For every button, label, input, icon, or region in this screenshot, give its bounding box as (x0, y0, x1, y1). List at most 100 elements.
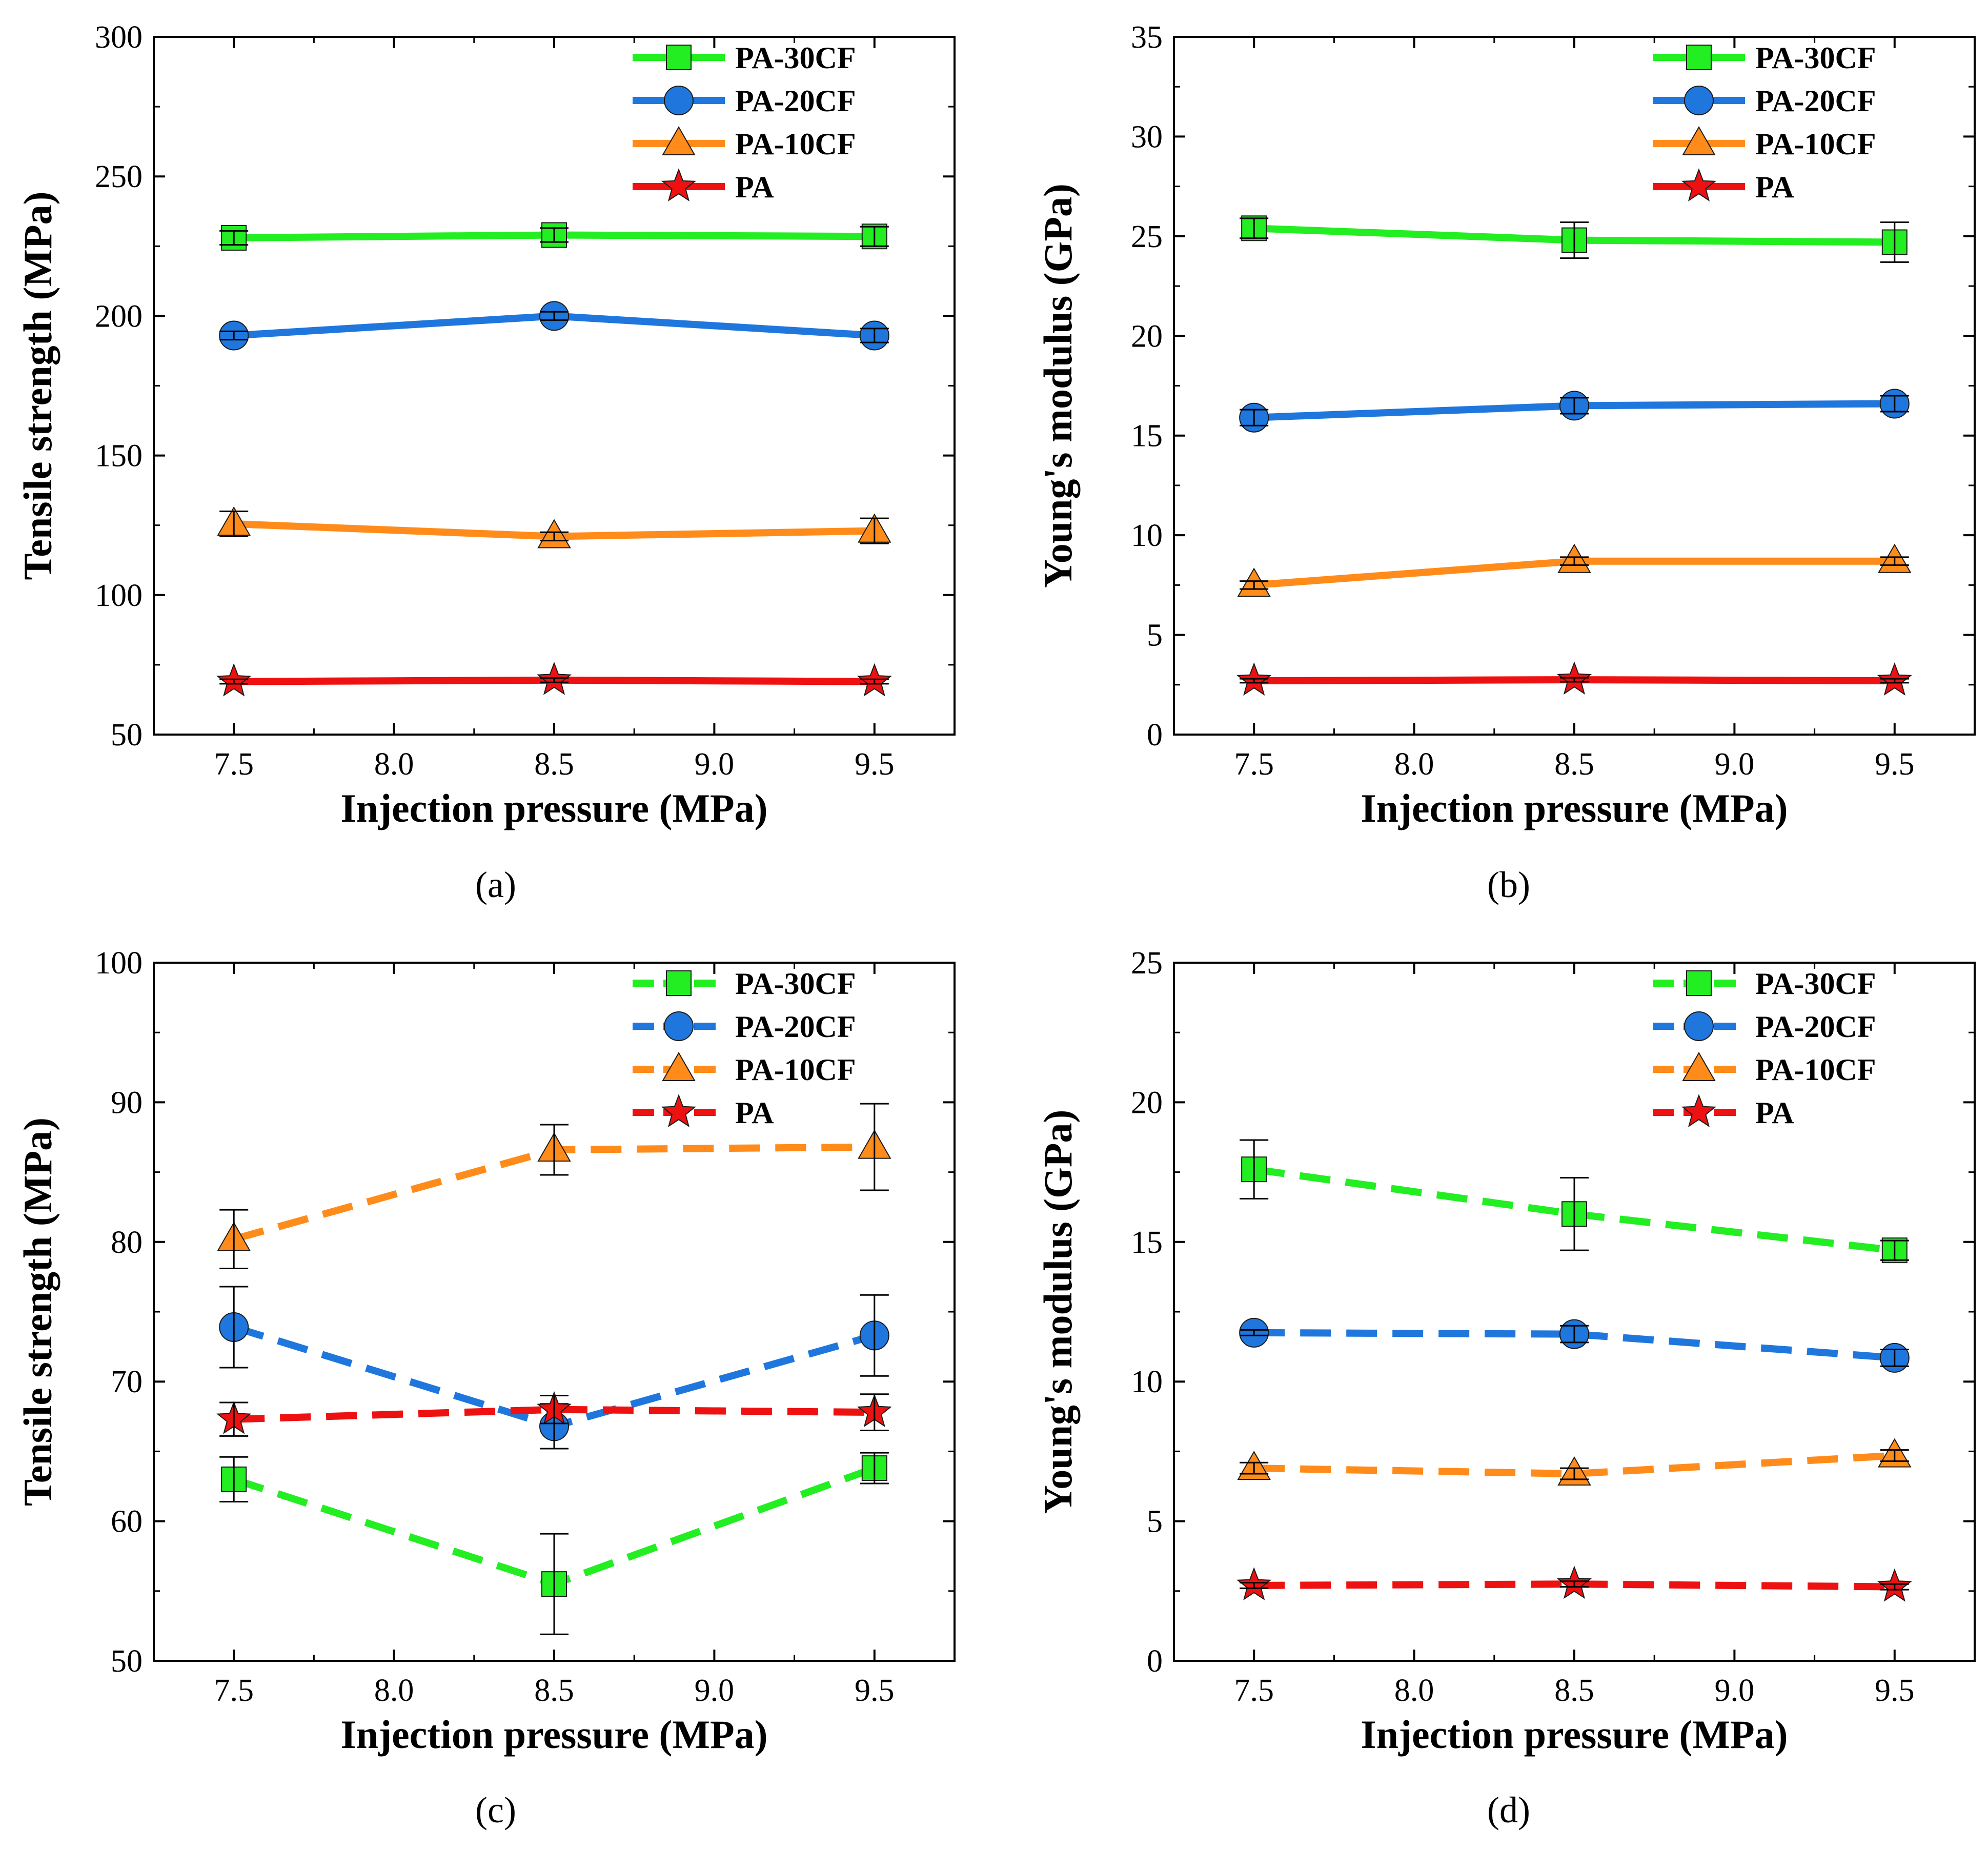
circle-marker (664, 86, 694, 115)
square-marker (666, 45, 692, 70)
panel-label: (d) (1487, 1790, 1530, 1831)
y-tick-label: 300 (95, 20, 143, 55)
y-tick-label: 5 (1147, 1505, 1163, 1539)
series-pa-30cf (1240, 1139, 1909, 1264)
x-tick-label: 8.5 (1554, 747, 1594, 782)
legend: PA-30CF PA-20CF PA-10CF PA (633, 41, 856, 204)
y-tick-label: 15 (1131, 1225, 1163, 1260)
legend: PA-30CF PA-20CF PA-10CF PA (1653, 41, 1876, 204)
x-tick-label: 9.0 (1715, 1673, 1755, 1708)
y-tick-label: 150 (95, 439, 143, 474)
legend-label: PA (1755, 1096, 1794, 1130)
y-tick-label: 30 (1131, 119, 1163, 154)
star-marker (661, 168, 697, 201)
series-pa-10cf (1237, 1438, 1912, 1486)
triangle-marker (662, 1051, 696, 1081)
y-axis-title: Tensile strength (MPa) (15, 1117, 60, 1506)
y-tick-label: 250 (95, 159, 143, 194)
triangle-marker (662, 126, 696, 155)
series-line (1254, 1452, 1895, 1477)
y-tick-label: 60 (111, 1505, 143, 1539)
square-marker (666, 970, 692, 996)
circle-marker (1684, 1011, 1714, 1041)
x-tick-label: 9.0 (695, 1673, 735, 1708)
chart-panel-a: 50 100 150 200 250 300 7.5 8.0 8.5 9.0 9.5 Injectio… (15, 20, 956, 905)
legend-label: PA-30CF (1755, 967, 1876, 1001)
y-tick-label: 25 (1131, 946, 1163, 981)
x-tick-label: 8.0 (374, 747, 414, 782)
y-tick-label: 10 (1131, 518, 1163, 553)
legend-label: PA-20CF (1755, 84, 1876, 118)
x-tick-label: 9.0 (1715, 747, 1755, 782)
x-tick-label: 7.5 (1234, 747, 1274, 782)
legend-label: PA (1755, 170, 1794, 204)
legend-label: PA-20CF (735, 84, 856, 118)
y-tick-label: 5 (1147, 618, 1163, 653)
y-tick-label: 10 (1131, 1365, 1163, 1399)
x-tick-label: 8.5 (1554, 1673, 1594, 1708)
series-line (1254, 1580, 1895, 1591)
y-tick-label: 15 (1131, 419, 1163, 454)
x-axis-title: Injection pressure (MPa) (340, 786, 767, 830)
legend-label: PA-10CF (1755, 1053, 1876, 1087)
series-pa (216, 1391, 892, 1437)
y-tick-label: 25 (1131, 219, 1163, 254)
legend: PA-30CF PA-20CF PA-10CF PA (1653, 967, 1876, 1130)
y-tick-label: 70 (111, 1365, 143, 1399)
x-tick-label: 8.5 (534, 1673, 574, 1708)
series-pa-20cf (1239, 389, 1910, 433)
series-pa-20cf (219, 1286, 889, 1450)
triangle-marker (1682, 126, 1716, 155)
series-pa (1236, 1566, 1912, 1602)
x-tick-label: 7.5 (214, 1673, 254, 1708)
series-pa (216, 661, 892, 697)
legend-label: PA-10CF (735, 1053, 856, 1087)
series-pa-30cf (219, 1452, 889, 1635)
series-line (1254, 1329, 1895, 1361)
y-axis-title: Young's modulus (GPa) (1036, 184, 1080, 588)
x-tick-label: 9.0 (695, 747, 735, 782)
x-tick-label: 8.0 (1394, 747, 1434, 782)
legend-label: PA (735, 1096, 774, 1130)
square-marker (1686, 970, 1712, 996)
series-pa (1236, 661, 1912, 696)
legend: PA-30CF PA-20CF PA-10CF PA (633, 967, 856, 1130)
y-tick-label: 100 (95, 578, 143, 613)
y-tick-label: 50 (111, 718, 143, 753)
legend-label: PA-30CF (735, 41, 856, 75)
x-tick-label: 8.0 (1394, 1673, 1434, 1708)
y-tick-label: 0 (1147, 718, 1163, 753)
series-pa-20cf (1239, 1317, 1910, 1373)
star-marker (661, 1094, 697, 1127)
x-axis-title: Injection pressure (MPa) (1361, 1712, 1788, 1757)
y-tick-label: 100 (95, 946, 143, 981)
legend-label: PA-20CF (1755, 1010, 1876, 1044)
legend-label: PA-10CF (1755, 127, 1876, 161)
x-tick-label: 9.5 (1875, 747, 1915, 782)
square-marker (1686, 45, 1712, 70)
y-axis-title: Young's modulus (GPa) (1036, 1110, 1080, 1514)
x-tick-label: 7.5 (1234, 1673, 1274, 1708)
legend-label: PA (735, 170, 774, 204)
x-tick-label: 8.5 (534, 747, 574, 782)
y-tick-label: 80 (111, 1225, 143, 1260)
chart-panel-c: 50 60 70 80 90 100 7.5 8.0 8.5 9.0 9.5 Injection pr… (15, 946, 956, 1831)
y-tick-label: 20 (1131, 319, 1163, 354)
x-tick-label: 8.0 (374, 1673, 414, 1708)
x-tick-label: 9.5 (1875, 1673, 1915, 1708)
x-axis-title: Injection pressure (MPa) (1361, 786, 1788, 830)
legend-label: PA-30CF (735, 967, 856, 1001)
legend-label: PA-20CF (735, 1010, 856, 1044)
y-tick-label: 50 (111, 1644, 143, 1679)
star-marker (1681, 168, 1717, 201)
legend-label: PA-30CF (1755, 41, 1876, 75)
x-axis-title: Injection pressure (MPa) (340, 1712, 767, 1757)
panel-label: (c) (475, 1790, 516, 1831)
y-tick-label: 200 (95, 299, 143, 334)
y-tick-label: 20 (1131, 1085, 1163, 1120)
series-pa-20cf (219, 301, 889, 351)
series-pa-30cf (1240, 215, 1909, 263)
x-tick-label: 7.5 (214, 747, 254, 782)
triangle-marker (1682, 1051, 1716, 1081)
